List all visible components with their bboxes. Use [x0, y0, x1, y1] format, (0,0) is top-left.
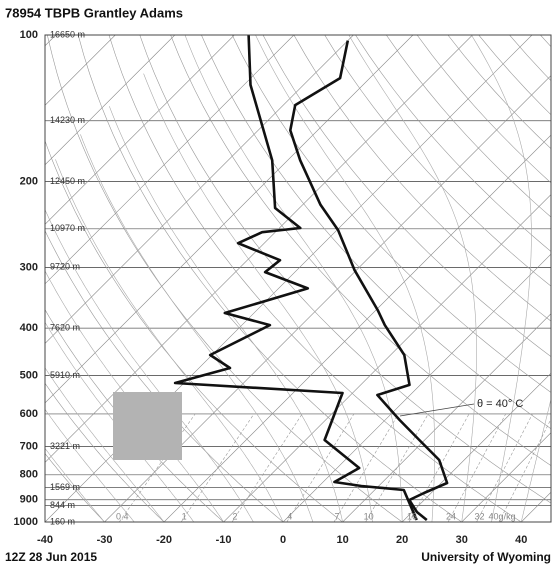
annotation: θ = 40° C	[477, 398, 523, 410]
footer-source: University of Wyoming	[421, 550, 551, 564]
mixing-ratio-label: 4	[287, 511, 292, 521]
y-tick-label: 300	[20, 261, 38, 273]
height-label: 844 m	[50, 500, 75, 510]
mixing-ratio-label: 16	[407, 511, 417, 521]
x-tick-label: -30	[97, 534, 113, 546]
x-tick-label: -40	[37, 534, 53, 546]
mixing-ratio-label: 24	[446, 511, 456, 521]
chart-title: 78954 TBPB Grantley Adams	[5, 5, 183, 20]
height-label: 7620 m	[50, 323, 80, 333]
x-tick-label: 40	[515, 534, 527, 546]
y-tick-label: 400	[20, 322, 38, 334]
height-label: 10970 m	[50, 223, 85, 233]
x-tick-label: 30	[456, 534, 468, 546]
height-label: 3221 m	[50, 441, 80, 451]
mixing-ratio-label: 40g/kg	[489, 511, 516, 521]
mixing-ratio-label: 2	[233, 511, 238, 521]
y-tick-label: 200	[20, 176, 38, 188]
y-tick-label: 800	[20, 469, 38, 481]
x-tick-label: -10	[216, 534, 232, 546]
x-tick-label: 20	[396, 534, 408, 546]
height-label: 16650 m	[50, 29, 85, 39]
height-label: 5910 m	[50, 370, 80, 380]
height-label: 9720 m	[50, 262, 80, 272]
y-tick-label: 900	[20, 494, 38, 506]
mixing-ratio-label: 10	[364, 511, 374, 521]
height-label: 12450 m	[50, 176, 85, 186]
mixing-ratio-label: 32	[475, 511, 485, 521]
y-tick-label: 100	[20, 29, 38, 41]
y-tick-label: 700	[20, 440, 38, 452]
y-tick-label: 500	[20, 369, 38, 381]
gray-box	[113, 392, 182, 460]
footer-date: 12Z 28 Jun 2015	[5, 550, 97, 564]
height-label: 1569 m	[50, 482, 80, 492]
y-tick-label: 600	[20, 408, 38, 420]
x-tick-label: 0	[280, 534, 286, 546]
height-label: 14230 m	[50, 115, 85, 125]
mixing-ratio-label: 0.4	[116, 511, 129, 521]
y-tick-label: 1000	[14, 516, 38, 528]
height-label: 160 m	[50, 516, 75, 526]
mixing-ratio-label: 1	[182, 511, 187, 521]
x-tick-label: 10	[337, 534, 349, 546]
x-tick-label: -20	[156, 534, 172, 546]
mixing-ratio-label: 7	[334, 511, 339, 521]
